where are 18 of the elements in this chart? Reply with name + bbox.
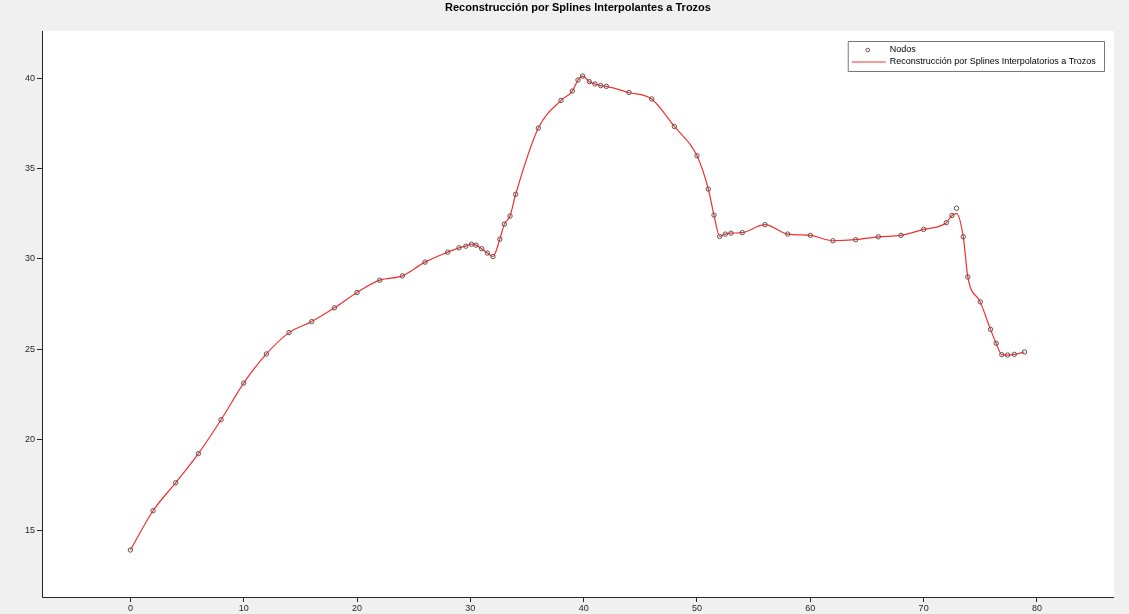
- y-tick-label: 35: [24, 162, 35, 173]
- legend-label: Nodos: [889, 44, 917, 55]
- chart-title: Reconstrucción por Splines Interpolantes a Trozos: [445, 1, 711, 14]
- x-tick-label: 60: [805, 602, 816, 613]
- y-tick-label: 40: [24, 72, 35, 83]
- y-tick-label: 15: [24, 524, 35, 535]
- x-tick-label: 70: [918, 602, 929, 613]
- y-tick-label: 30: [24, 253, 35, 264]
- x-tick-label: 50: [691, 602, 702, 613]
- y-tick-label: 20: [24, 434, 35, 445]
- legend-label: Reconstrucción por Splines Interpolatorios a Trozos: [889, 56, 1097, 67]
- y-tick-label: 25: [24, 343, 35, 354]
- x-tick-label: 30: [465, 602, 476, 613]
- x-tick-label: 80: [1031, 602, 1042, 613]
- x-tick-label: 40: [578, 602, 589, 613]
- x-tick-label: 0: [127, 602, 133, 613]
- x-tick-label: 10: [238, 602, 249, 613]
- x-tick-label: 20: [352, 602, 363, 613]
